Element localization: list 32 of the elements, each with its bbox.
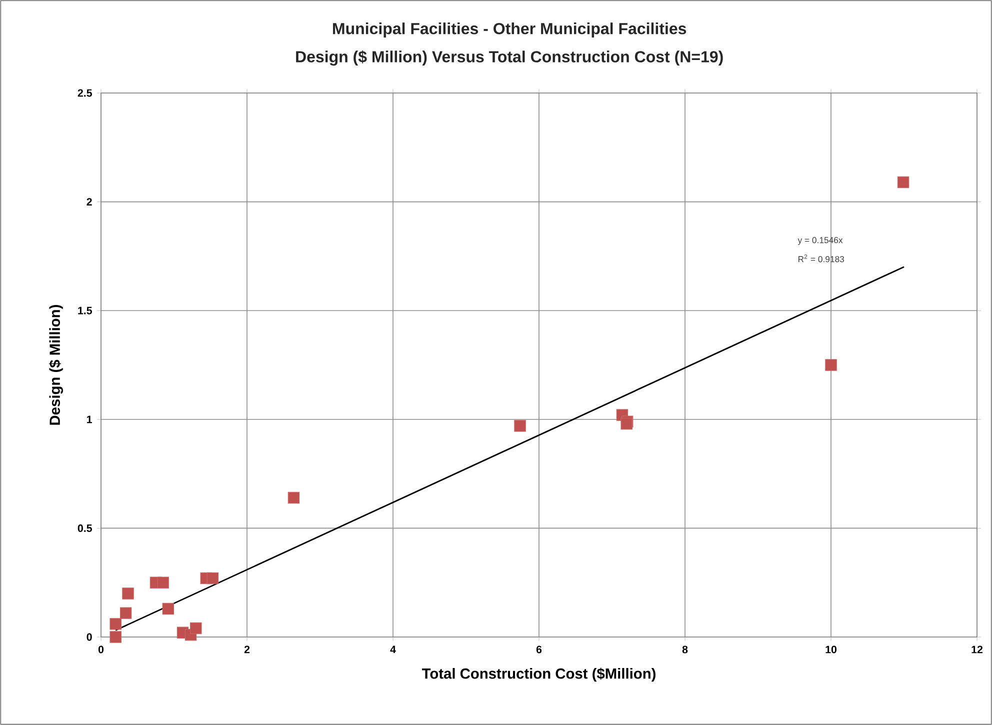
x-tick-label: 8: [682, 646, 688, 654]
y-tick-label: 0.5: [78, 524, 92, 532]
point: [825, 359, 837, 371]
point: [162, 602, 174, 615]
chart-title: Municipal Facilities - Other Municipal Facilities: [333, 22, 686, 38]
x-tick-label: 4: [390, 646, 396, 654]
y-tick-label: 1: [87, 416, 92, 424]
x-tick-label: 0: [98, 646, 104, 654]
point: [514, 420, 526, 432]
y-tick-label: 1.5: [78, 306, 92, 314]
y-tick-label: 2.5: [78, 89, 92, 97]
annotation: y = 0.1546x: [798, 237, 843, 245]
point: [110, 631, 122, 643]
x-tick-label: 12: [972, 646, 983, 654]
x-tick-label: 10: [826, 646, 837, 654]
y-tick-label: 0: [86, 633, 92, 641]
point: [206, 572, 219, 584]
x-tick-label: 2: [244, 646, 250, 654]
point: [157, 576, 169, 588]
chart-subtitle: Design ($ Million) Versus Total Construction Cost (N=19): [296, 50, 723, 66]
y-axis-title: Design ($ Million): [48, 305, 63, 425]
point: [190, 622, 202, 634]
y-tick-label: 2: [86, 198, 92, 206]
point: [120, 607, 132, 619]
point: [122, 588, 134, 600]
annotation: R$^{2}$ = 0.9183: [798, 254, 844, 262]
point: [897, 176, 910, 188]
point: [110, 618, 122, 630]
point: [620, 418, 632, 430]
point: [288, 492, 300, 504]
x-axis-title: Total Construction Cost ($Million): [422, 668, 656, 682]
x-tick-label: 6: [536, 646, 542, 654]
